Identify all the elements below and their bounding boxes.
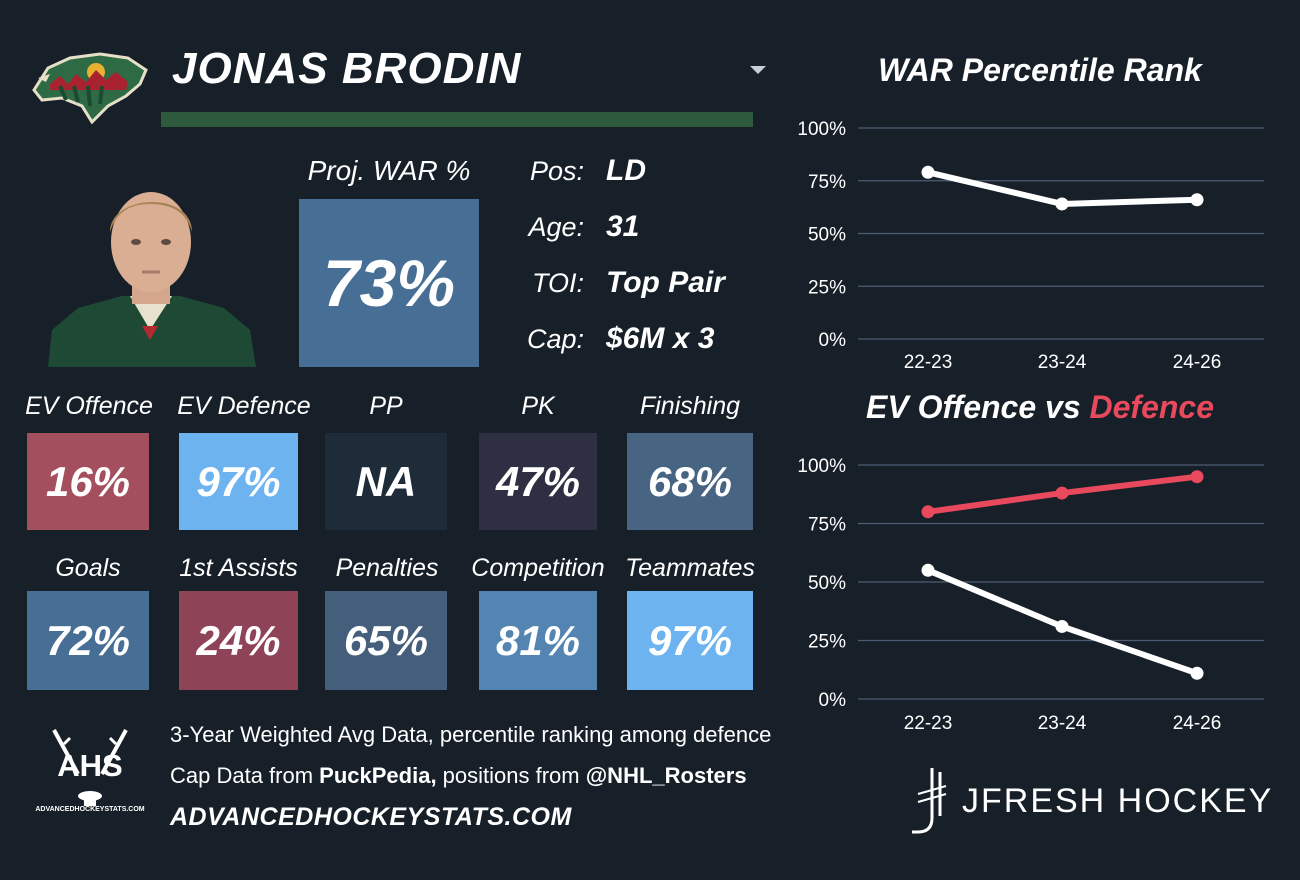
chart2-x-tick-label: 23-24 [1038,713,1087,734]
position-source-prefix: positions from [436,763,586,788]
tile-penalties: 65% [325,591,447,690]
chart2-x-tick-label: 22-23 [904,713,953,734]
tile-label-finishing: Finishing [639,392,741,420]
footer-note-data: 3-Year Weighted Avg Data, percentile ran… [170,722,772,747]
position-label: Pos: [529,156,584,186]
tile-pk: 47% [479,433,597,530]
tile-label-ev-offence: EV Offence [25,392,153,420]
tile-label-penalties: Penalties [335,554,439,582]
chart1-y-tick-label: 100% [797,119,846,140]
tile-goals: 72% [27,591,149,690]
cap-label: Cap: [526,324,584,354]
footer-note-sources: Cap Data from PuckPedia, positions from … [170,763,747,789]
chart1-y-tick-label: 0% [819,330,847,351]
tile-competition: 81% [479,591,597,690]
chart2-data-point [1055,619,1069,633]
jfresh-logo-icon [912,768,947,834]
chart1-x-tick-label: 24-26 [1173,352,1222,373]
ahs-logo-text: AHS [57,748,123,783]
tile-label-competition: Competition [471,554,605,582]
chart1-y-tick-label: 50% [808,225,846,246]
chart2-x-tick-label: 24-26 [1173,713,1222,734]
player-select-dropdown-icon[interactable] [750,66,766,74]
chart1-y-tick-label: 75% [808,172,846,193]
tile-label-teammates: Teammates [625,554,755,582]
name-underline-bar [161,112,753,127]
tile-label-ev-defence: EV Defence [177,392,311,420]
chart2-data-point [921,563,935,577]
war-percentile-chart: 0% 25% 50% 75% 100% 22-23 23-24 24-26 [797,119,1264,373]
tile-teammates: 97% [627,591,753,690]
chart2-data-point [1190,666,1204,680]
chart2-y-tick-label: 25% [808,632,846,653]
cap-value: $6M x 3 [606,322,715,355]
toi-value: Top Pair [606,266,725,299]
chart1-y-tick-label: 25% [808,277,846,298]
proj-war-value: 73% [299,199,479,367]
jfresh-brand: JFRESH HOCKEY [962,782,1274,820]
team-logo [32,52,148,124]
tile-1st-assists: 24% [179,591,298,690]
tile-ev-defence: 97% [179,433,298,530]
chart2-title-part2: Defence [1089,389,1215,425]
chart2-y-tick-label: 50% [808,573,846,594]
proj-war-label: Proj. WAR % [307,155,471,186]
chart2-data-point [1190,470,1204,484]
chart2-data-point [1055,486,1069,500]
tile-finishing: 68% [627,433,753,530]
tile-pp: NA [325,433,447,530]
cap-source-name: PuckPedia, [319,763,437,788]
toi-label: TOI: [531,268,584,298]
ahs-logo [52,729,128,806]
tile-label-pp: PP [369,392,403,420]
ahs-logo-subtext: ADVANCEDHOCKEYSTATS.COM [35,806,145,813]
ev-offence-defence-chart: 0% 25% 50% 75% 100% 22-23 23-24 24-26 [797,456,1264,734]
chart2-title: EV Offence vs Defence [780,389,1300,426]
player-name: JONAS BRODIN [172,44,522,93]
player-photo [48,192,256,367]
tile-label-1st-assists: 1st Assists [179,554,298,582]
chart2-title-part1: EV Offence vs [865,389,1090,425]
site-url[interactable]: ADVANCEDHOCKEYSTATS.COM [170,803,572,831]
chart1-x-tick-label: 23-24 [1038,352,1087,373]
chart1-data-point [1190,193,1204,207]
age-value: 31 [606,210,640,243]
cap-source-prefix: Cap Data from [170,763,320,788]
chart1-title: WAR Percentile Rank [878,52,1202,88]
age-label: Age: [528,212,584,242]
tile-ev-offence: 16% [27,433,149,530]
position-source-handle: @NHL_Rosters [585,763,747,788]
chart2-y-tick-label: 0% [819,690,847,711]
tile-label-pk: PK [521,392,555,420]
position-value: LD [606,154,646,187]
chart2-data-point [921,505,935,519]
chart1-data-point [1055,197,1069,211]
tile-label-goals: Goals [55,554,121,582]
chart1-x-tick-label: 22-23 [904,352,953,373]
chart2-y-tick-label: 75% [808,515,846,536]
chart2-y-tick-label: 100% [797,456,846,477]
chart1-data-point [921,165,935,179]
